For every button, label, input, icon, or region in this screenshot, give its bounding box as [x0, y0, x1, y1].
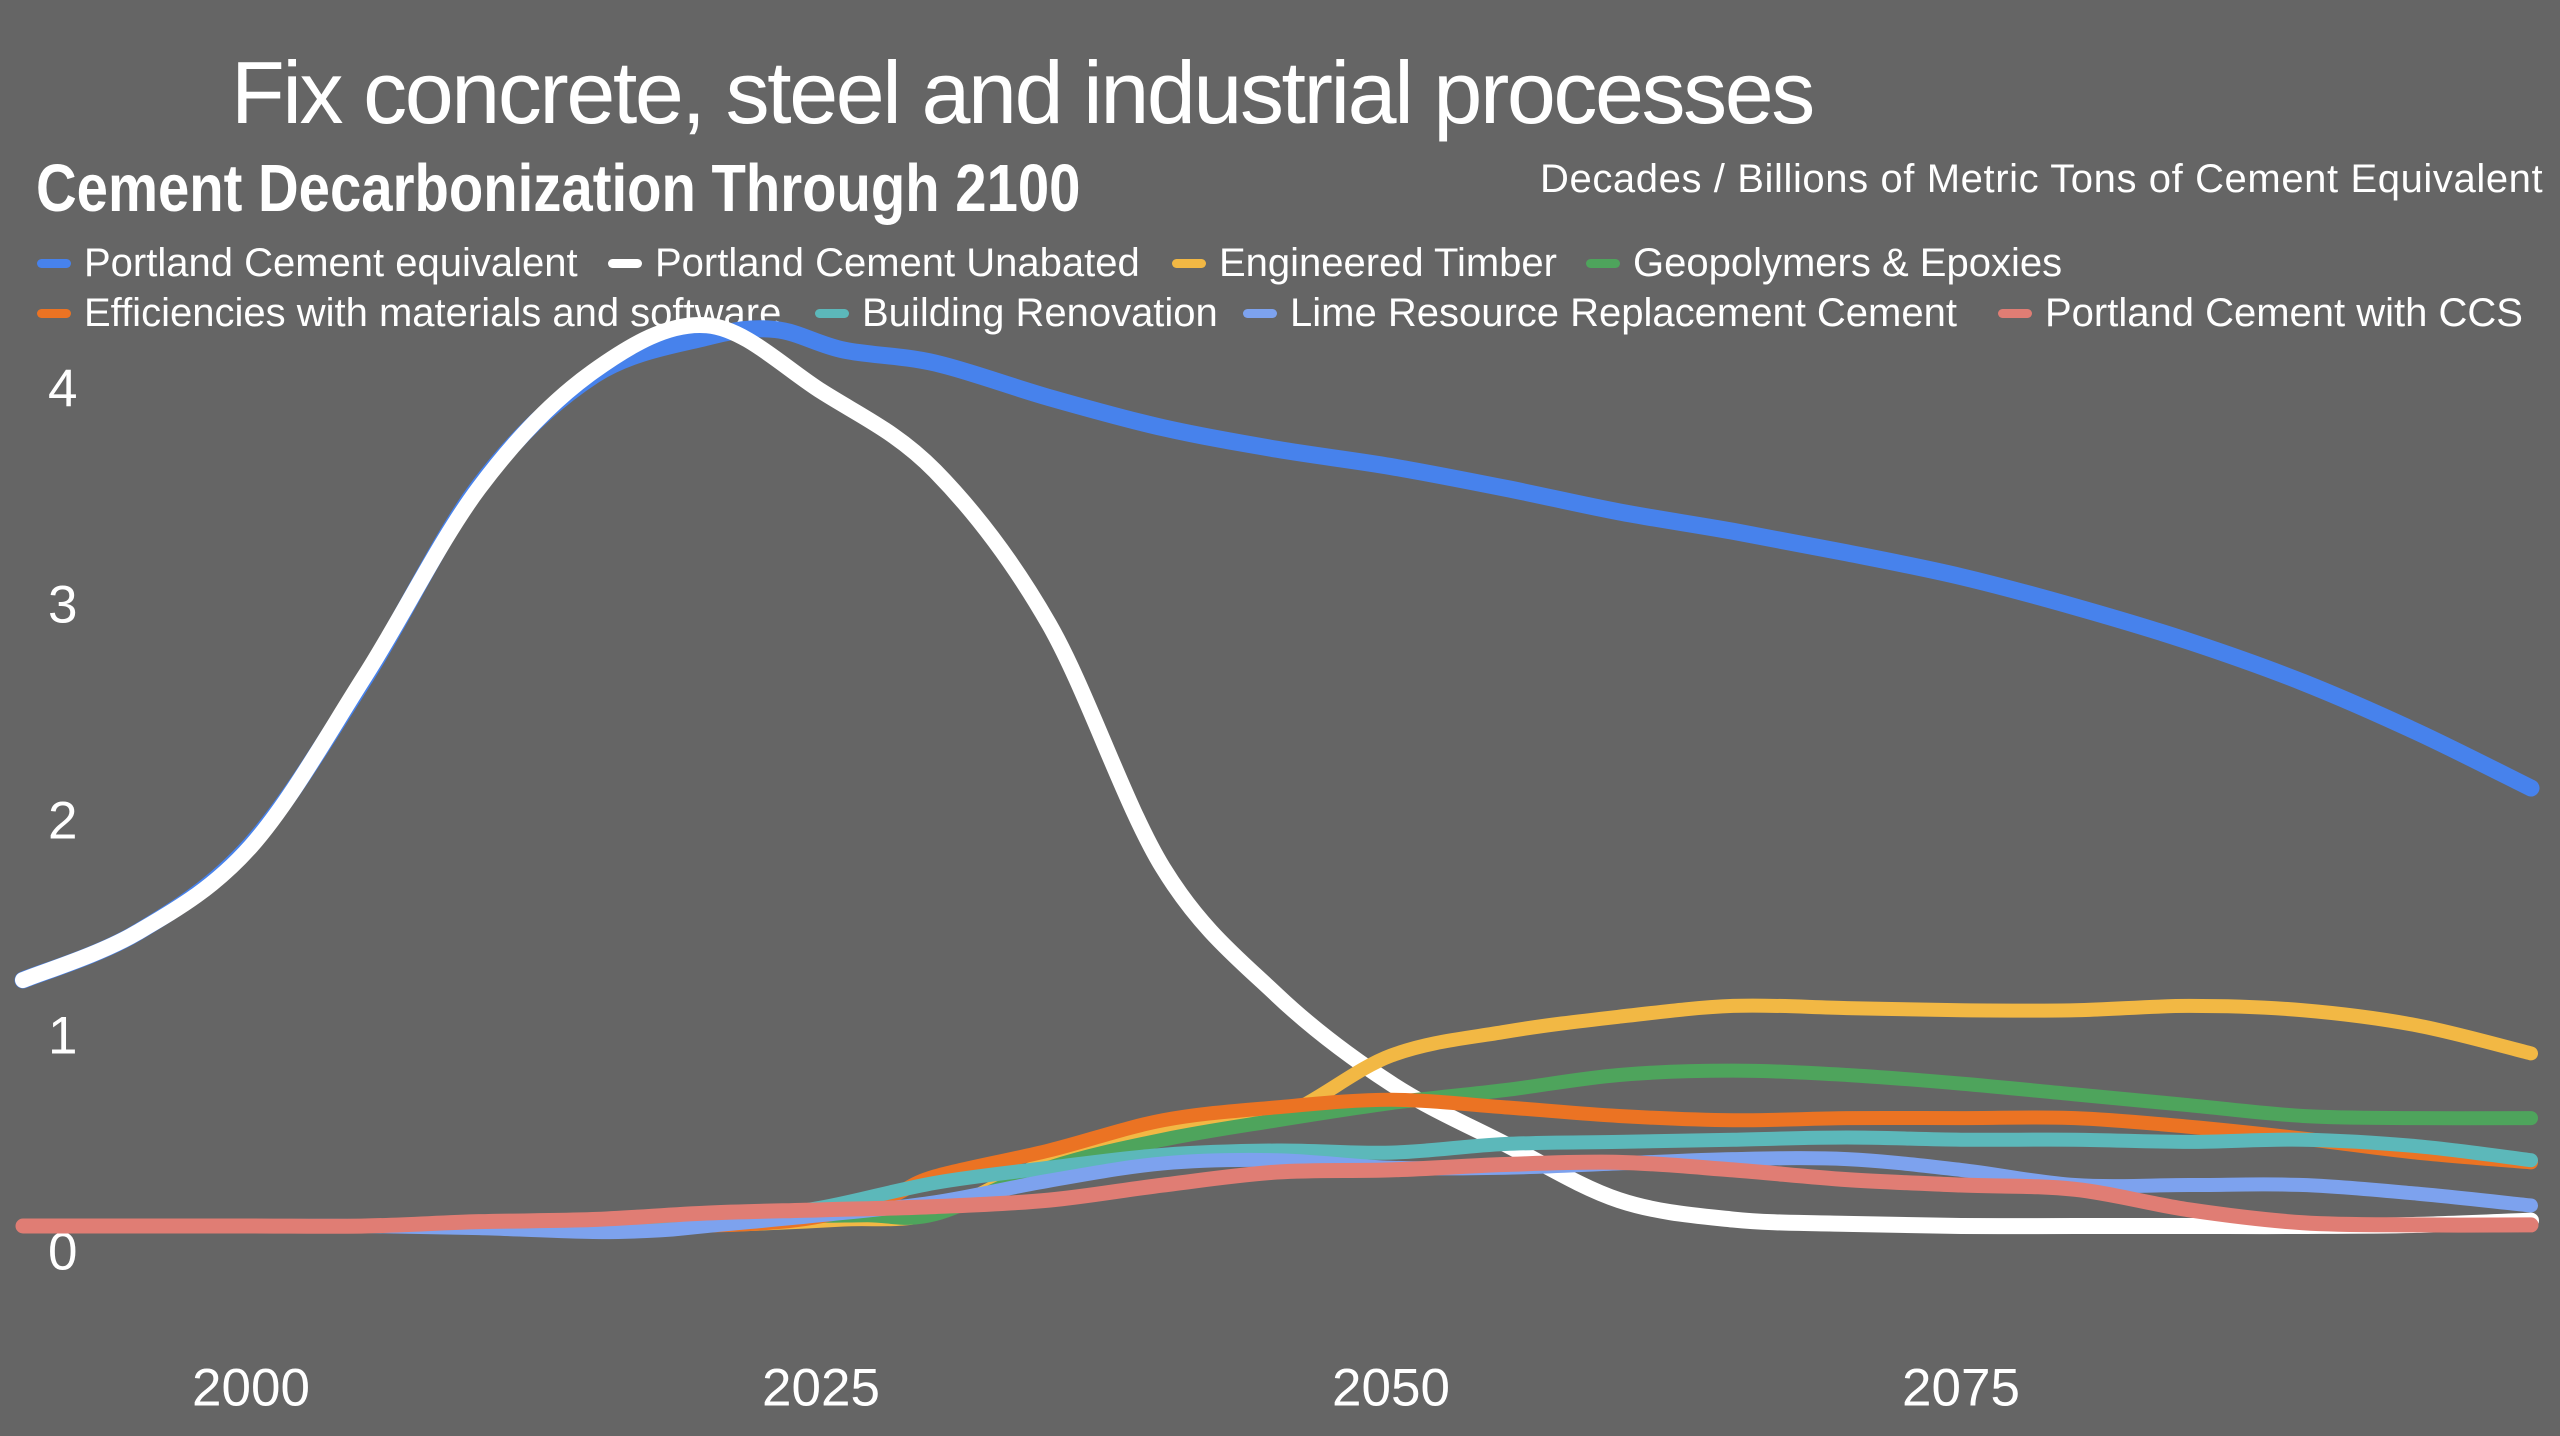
y-axis-tick-label: 4	[48, 359, 78, 419]
series-line-lime-resource-replacement-cement	[16, 1151, 2538, 1240]
legend-item-lime-resource-replacement-cement: Lime Resource Replacement Cement	[1243, 291, 1957, 335]
x-axis-tick-label: 2075	[1902, 1358, 2020, 1418]
legend-swatch-icon	[1243, 309, 1277, 318]
axis-units-note: Decades / Billions of Metric Tons of Cem…	[1540, 157, 2544, 201]
legend-item-portland-cement-equivalent: Portland Cement equivalent	[37, 241, 578, 285]
legend-item-building-renovation: Building Renovation	[815, 291, 1218, 335]
legend-swatch-icon	[608, 259, 642, 268]
legend-item-engineered-timber: Engineered Timber	[1172, 241, 1557, 285]
chart-title: Cement Decarbonization Through 2100	[36, 151, 1081, 226]
x-axis-tick-label: 2025	[762, 1358, 880, 1418]
x-axis-tick-label: 2000	[192, 1358, 310, 1418]
legend-swatch-icon	[37, 259, 71, 268]
legend-swatch-icon	[37, 309, 71, 318]
y-axis-tick-label: 1	[48, 1006, 78, 1066]
legend-label: Portland Cement equivalent	[84, 241, 578, 285]
legend-label: Engineered Timber	[1219, 241, 1557, 285]
legend-swatch-icon	[815, 309, 849, 318]
legend-item-portland-cement-with-ccs: Portland Cement with CCS	[1998, 291, 2523, 335]
y-axis-tick-label: 3	[48, 575, 78, 635]
x-axis-tick-label: 2050	[1332, 1358, 1450, 1418]
legend-label: Portland Cement with CCS	[2045, 291, 2523, 335]
legend-label: Building Renovation	[862, 291, 1218, 335]
legend-label: Geopolymers & Epoxies	[1633, 241, 2063, 285]
legend-label: Portland Cement Unabated	[655, 241, 1140, 285]
series-line-portland-cement-equivalent	[14, 320, 2540, 989]
legend-swatch-icon	[1172, 259, 1206, 268]
slide-title: Fix concrete, steel and industrial proce…	[231, 43, 1815, 142]
legend-swatch-icon	[1586, 259, 1620, 268]
legend-item-geopolymers-epoxies: Geopolymers & Epoxies	[1586, 241, 2063, 285]
y-axis-tick-label: 2	[48, 791, 78, 850]
legend-label: Lime Resource Replacement Cement	[1290, 291, 1957, 335]
legend-swatch-icon	[1998, 309, 2032, 318]
series-line-portland-cement-unabated	[15, 316, 2539, 1235]
series-line-portland-cement-with-ccs	[15, 1154, 2539, 1234]
legend-item-portland-cement-unabated: Portland Cement Unabated	[608, 241, 1140, 285]
